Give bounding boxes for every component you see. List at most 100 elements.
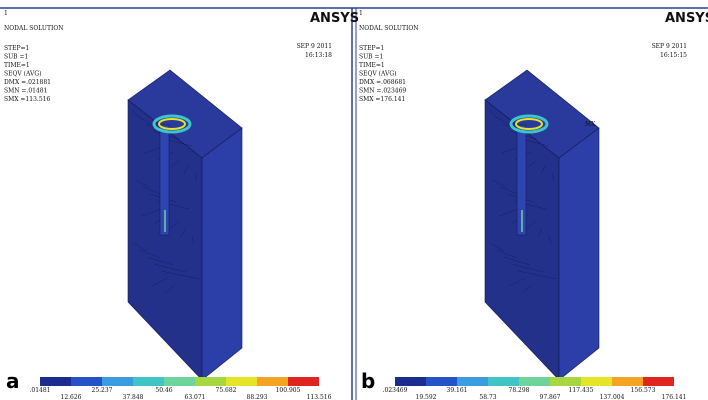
mesh-line	[191, 235, 195, 245]
info-line: STEP=1	[359, 45, 384, 52]
legend-swatch	[581, 377, 612, 386]
legend-swatch	[519, 377, 550, 386]
mesh-line	[503, 256, 531, 266]
legend-label: 100.905	[276, 387, 301, 394]
mesh-line	[132, 242, 148, 252]
legend-label: 117.435	[569, 387, 594, 394]
mesh-line	[499, 186, 521, 196]
info-line: TIME=1	[4, 62, 30, 69]
time: 16:15:15	[660, 52, 687, 59]
mesh-line	[495, 116, 511, 126]
legend-label: 88.293	[247, 394, 268, 400]
info-line: SMX =113.516	[4, 96, 50, 103]
legend-swatch	[71, 377, 102, 386]
mesh-line	[167, 221, 179, 231]
info-line: SMN =.023469	[359, 88, 406, 95]
screw	[516, 124, 527, 236]
legend-swatch	[550, 377, 581, 386]
header: NODAL SOLUTION	[4, 25, 64, 32]
legend-label: 137.004	[600, 394, 625, 400]
legend-swatch	[257, 377, 288, 386]
mesh-line	[180, 228, 186, 238]
legend-swatch	[643, 377, 674, 386]
mesh-line	[537, 228, 543, 238]
mesh-line	[194, 172, 198, 182]
mesh-line	[517, 270, 557, 280]
legend-label: 37.848	[123, 394, 144, 400]
legend-swatch	[133, 377, 164, 386]
contour-ring	[158, 118, 186, 130]
legend-swatch	[488, 377, 519, 386]
mesh-line	[510, 263, 544, 273]
header: NODAL SOLUTION	[359, 25, 419, 32]
legend-swatch	[102, 377, 133, 386]
mesh-line	[153, 263, 187, 273]
mesh-line	[151, 277, 169, 287]
legend-swatch	[395, 377, 426, 386]
screw	[159, 124, 170, 236]
mesh-line	[164, 284, 176, 294]
legend-swatch	[195, 377, 226, 386]
mesh-line	[488, 109, 498, 119]
legend-label: .01481	[30, 387, 51, 394]
window-number: 1	[359, 10, 363, 17]
mesh-line	[170, 158, 182, 168]
legend-label: 19.592	[416, 394, 437, 400]
mesh-line	[521, 284, 533, 294]
legend-label: 75.682	[216, 387, 237, 394]
panel-label: b	[361, 369, 375, 393]
mesh-line	[138, 116, 154, 126]
legend-label: 156.573	[631, 387, 656, 394]
block-side	[201, 127, 243, 381]
logo: ANSYS	[665, 11, 708, 26]
legend-label: 25.237	[92, 387, 113, 394]
legend-label: 113.516	[307, 394, 332, 400]
info-line: SMX =176.141	[359, 96, 405, 103]
mesh-line	[551, 172, 555, 182]
contour-ring	[509, 114, 549, 134]
mesh-line	[160, 270, 200, 280]
mesh-line	[142, 186, 164, 196]
legend-swatch	[164, 377, 195, 386]
legend-label: 63.071	[185, 394, 206, 400]
info-line: DMX =.068681	[359, 79, 406, 86]
logo: ANSYS	[310, 11, 359, 26]
mesh-line	[540, 165, 546, 175]
mesh-line	[489, 242, 505, 252]
legend-label: 39.161	[447, 387, 468, 394]
time: 16:13:18	[305, 52, 332, 59]
mesh-line	[146, 256, 174, 266]
mesh-line	[496, 249, 518, 259]
mesh-line	[135, 179, 151, 189]
legend-swatch	[612, 377, 643, 386]
max-marker: MX	[585, 121, 596, 128]
panel-label: a	[6, 369, 20, 393]
date: SEP 9 2011	[652, 43, 687, 50]
info-line: SEQV (AVG)	[4, 71, 42, 78]
contour-ring	[152, 114, 192, 134]
mesh-line	[183, 165, 189, 175]
info-line: SUB =1	[359, 54, 383, 61]
legend-label: 12.626	[61, 394, 82, 400]
legend-swatch	[457, 377, 488, 386]
legend-label: .023469	[383, 387, 408, 394]
info-line: DMX =.021881	[4, 79, 51, 86]
info-line: SEQV (AVG)	[359, 71, 397, 78]
info-line: TIME=1	[359, 62, 385, 69]
window-number: 1	[4, 10, 8, 17]
legend-label: 97.867	[540, 394, 561, 400]
info-line: SUB =1	[4, 54, 28, 61]
legend-swatch	[226, 377, 257, 386]
mesh-line	[548, 235, 552, 245]
info-line: SMN =.01481	[4, 88, 47, 95]
date: SEP 9 2011	[297, 43, 332, 50]
legend-swatch	[426, 377, 457, 386]
info-line: STEP=1	[4, 45, 29, 52]
mesh-line	[527, 158, 539, 168]
legend-label: 176.141	[662, 394, 687, 400]
mesh-line	[139, 249, 161, 259]
